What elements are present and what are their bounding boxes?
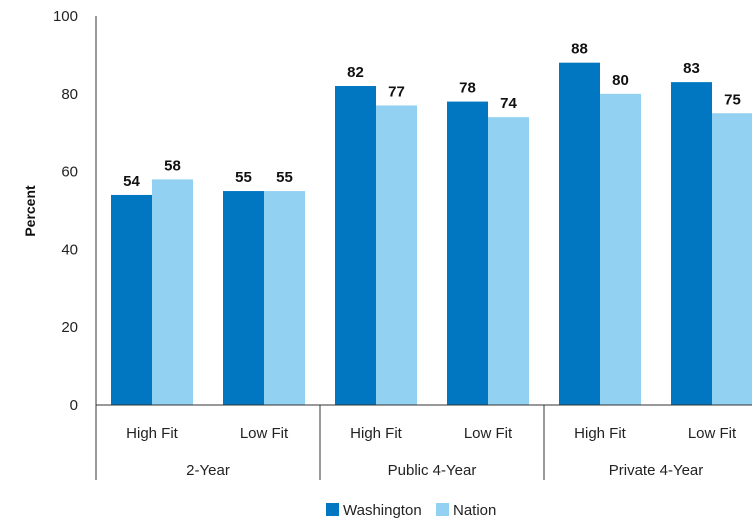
y-axis-ticks: 0 20 40 60 80 100: [53, 8, 78, 414]
bar-nation-1: [264, 191, 305, 405]
data-label-washington-2: 82: [347, 64, 364, 81]
bar-nation-4: [600, 93, 641, 406]
data-label-nation-0: 58: [164, 157, 181, 174]
category-label-1: Low Fit: [240, 425, 289, 442]
legend-label-washington: Washington: [343, 502, 422, 519]
data-label-washington-5: 83: [683, 60, 700, 77]
y-tick-label-40: 40: [61, 241, 78, 258]
y-tick-label-20: 20: [61, 319, 78, 336]
y-tick-label-80: 80: [61, 86, 78, 103]
y-tick-label-60: 60: [61, 164, 78, 181]
group-label-2: Private 4-Year: [609, 462, 704, 479]
data-label-nation-4: 80: [612, 72, 629, 89]
group-label-0: 2-Year: [186, 462, 230, 479]
bar-nation-0: [152, 179, 193, 405]
group-label-1: Public 4-Year: [388, 462, 477, 479]
bar-washington-3: [447, 101, 488, 405]
category-label-3: Low Fit: [464, 425, 513, 442]
category-label-5: Low Fit: [688, 425, 737, 442]
data-label-nation-3: 74: [500, 95, 517, 112]
y-axis-label: Percent: [22, 185, 38, 237]
bar-nation-5: [712, 113, 752, 405]
legend-label-nation: Nation: [453, 502, 496, 519]
bar-nation-2: [376, 105, 417, 405]
x-axis-groups: 2-Year Public 4-Year Private 4-Year: [186, 405, 703, 480]
bar-washington-4: [559, 62, 600, 406]
y-tick-label-0: 0: [70, 397, 78, 414]
data-labels: 54 58 55 55 82 77 78 74 88 80 83 75: [123, 41, 741, 190]
data-label-nation-1: 55: [276, 169, 293, 186]
data-label-nation-5: 75: [724, 91, 741, 108]
y-tick-label-100: 100: [53, 8, 78, 25]
data-label-washington-4: 88: [571, 41, 588, 58]
category-label-4: High Fit: [574, 425, 627, 442]
data-label-nation-2: 77: [388, 83, 405, 100]
bar-washington-0: [111, 194, 152, 405]
legend-swatch-nation: [436, 503, 449, 516]
bar-washington-1: [223, 191, 264, 405]
category-label-2: High Fit: [350, 425, 403, 442]
data-label-washington-3: 78: [459, 80, 476, 97]
legend-swatch-washington: [326, 503, 339, 516]
bar-washington-5: [671, 82, 712, 405]
x-axis-categories: High Fit Low Fit High Fit Low Fit High Fit Lo…: [126, 425, 737, 442]
bar-washington-2: [335, 86, 376, 406]
bar-nation-3: [488, 117, 529, 405]
legend: Washington Nation: [326, 502, 496, 519]
bars: [111, 62, 752, 406]
data-label-washington-0: 54: [123, 173, 140, 190]
category-label-0: High Fit: [126, 425, 179, 442]
data-label-washington-1: 55: [235, 169, 252, 186]
